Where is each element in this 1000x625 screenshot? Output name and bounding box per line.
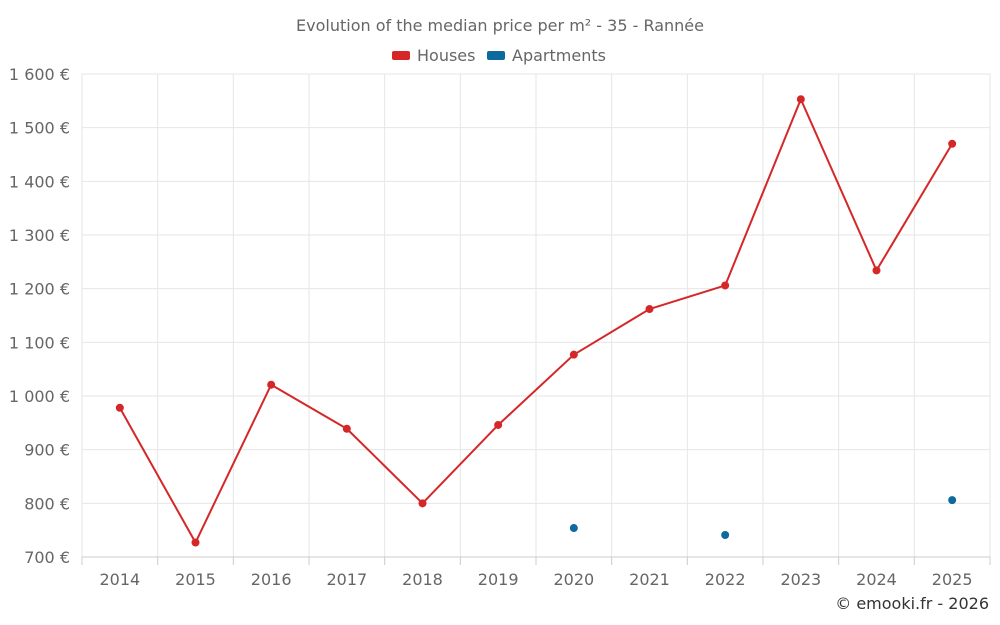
y-tick-label: 700 € [24,548,70,567]
y-tick-label: 1 200 € [9,280,70,299]
y-tick-label: 1 300 € [9,226,70,245]
data-point-apartments[interactable]: Apartments 2022: 741 € [721,530,730,539]
y-tick-label: 1 500 € [9,119,70,138]
data-point-houses[interactable]: Houses 2014: 978 € [115,403,124,412]
y-axis: 700 € 800 € 900 € 1 000 € 1 100 € 1 200 € 1 30… [9,65,70,567]
x-tick-label: 2016 [251,570,292,589]
x-tick-label: 2018 [402,570,443,589]
x-tick-label: 2022 [705,570,746,589]
y-tick-label: 800 € [24,494,70,513]
legend-item-apartments[interactable]: Apartments [487,46,606,65]
data-point-houses[interactable]: Houses 2025: 1470 € [948,139,957,148]
x-tick-label: 2020 [553,570,594,589]
y-tick-label: 1 000 € [9,387,70,406]
x-tick-label: 2017 [326,570,367,589]
series-layer: Houses 2014: 978 € Houses 2015: 727 € Hous… [115,95,957,547]
credit-text[interactable]: © emooki.fr - 2026 [835,594,989,613]
data-point-houses[interactable]: Houses 2017: 939 € [342,424,351,433]
x-tick-label: 2014 [99,570,140,589]
series-line-houses [118,98,954,544]
legend-label-houses: Houses [417,46,475,65]
x-tick-label: 2021 [629,570,670,589]
x-tick-label: 2025 [932,570,973,589]
y-tick-label: 900 € [24,441,70,460]
legend-swatch-apartments [487,51,505,60]
y-tick-label: 1 600 € [9,65,70,84]
data-point-apartments[interactable]: Apartments 2020: 754 € [569,524,578,533]
legend-item-houses[interactable]: Houses [392,46,475,65]
x-tick-label: 2019 [478,570,519,589]
data-point-houses[interactable]: Houses 2024: 1234 € [872,266,881,275]
y-tick-label: 1 400 € [9,172,70,191]
y-tick-label: 1 100 € [9,333,70,352]
legend-label-apartments: Apartments [512,46,606,65]
data-point-apartments[interactable]: Apartments 2025: 806 € [948,496,957,505]
x-axis: 2014 2015 2016 2017 2018 2019 2020 2021 2022 2023… [81,556,991,589]
data-point-houses[interactable]: Houses 2020: 1077 € [569,350,578,359]
data-point-houses[interactable]: Houses 2022: 1206 € [721,281,730,290]
data-point-houses[interactable]: Houses 2016: 1021 € [267,380,276,389]
data-point-houses[interactable]: Houses 2023: 1553 € [796,95,805,104]
x-tick-label: 2024 [856,570,897,589]
chart-title: Evolution of the median price per m² - 3… [296,16,704,35]
legend: Houses Apartments [392,46,606,65]
legend-swatch-houses [392,51,410,60]
data-point-houses[interactable]: Houses 2018: 800 € [418,499,427,508]
grid [81,73,991,557]
x-tick-label: 2023 [780,570,821,589]
data-point-houses[interactable]: Houses 2021: 1162 € [645,305,654,314]
x-tick-label: 2015 [175,570,216,589]
data-point-houses[interactable]: Houses 2019: 946 € [494,420,503,429]
data-point-houses[interactable]: Houses 2015: 727 € [191,538,200,547]
